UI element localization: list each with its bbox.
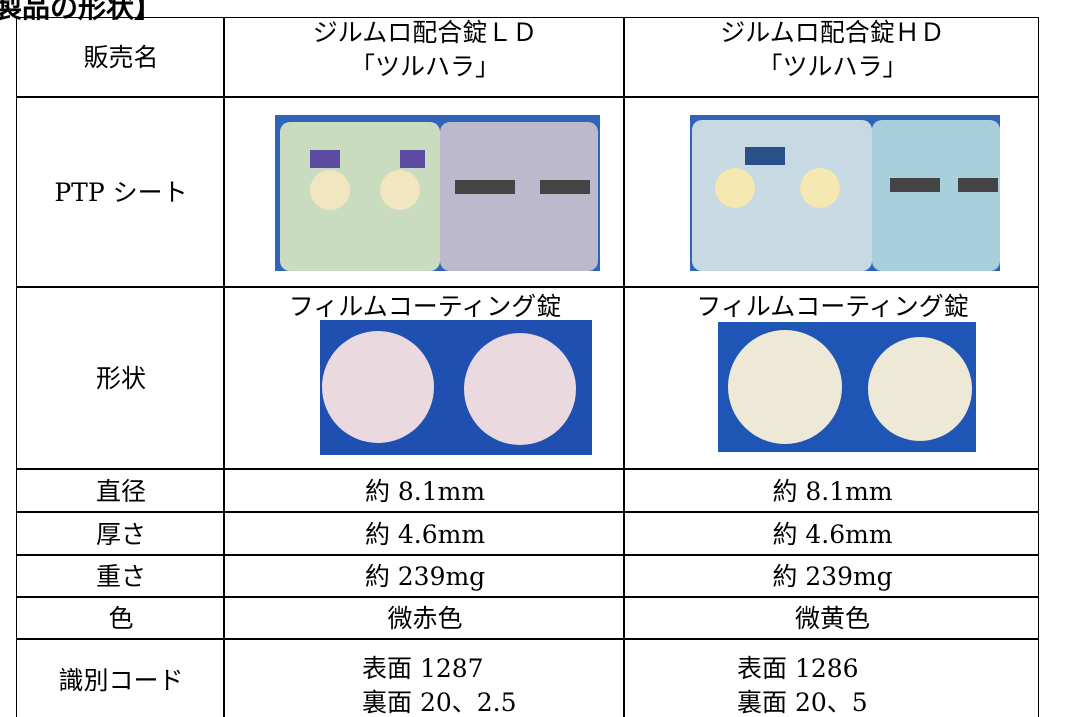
cell-text: 裏面 20、2.5 <box>362 688 517 717</box>
product-name: ジルムロ配合錠ＬＤ <box>312 18 538 47</box>
cell-text: 約 8.1mm <box>772 476 893 506</box>
table-cell <box>224 555 625 598</box>
ptp-ld-photo <box>275 115 600 271</box>
cell-text: 約 4.6mm <box>772 519 893 549</box>
table-cell <box>624 469 1040 513</box>
table-cell <box>224 639 625 717</box>
row-label: PTP シート <box>54 178 188 207</box>
cell-text: 表面 1286 <box>737 654 859 683</box>
table-cell <box>16 555 225 598</box>
table-cell <box>224 287 625 470</box>
row-label: 識別コード <box>58 666 184 695</box>
row-label: 厚さ <box>95 519 146 549</box>
table-cell <box>624 512 1040 556</box>
row-label: 直径 <box>95 476 146 506</box>
ptp-hd-photo <box>690 115 1000 271</box>
table-cell <box>16 97 225 288</box>
table-cell <box>16 512 225 556</box>
table-cell <box>16 287 225 470</box>
cell-text: 表面 1287 <box>362 654 484 683</box>
table-cell <box>16 597 225 640</box>
table-cell <box>224 469 625 513</box>
table-cell <box>16 17 225 98</box>
cell-text: 約 4.6mm <box>364 519 486 549</box>
product-name: ジルムロ配合錠ＨＤ <box>720 18 945 47</box>
cell-text: 約 8.1mm <box>364 476 486 506</box>
row-label: 色 <box>108 604 134 633</box>
tablet-hd-photo <box>718 322 976 452</box>
table-cell <box>624 555 1040 598</box>
table-cell <box>624 639 1040 717</box>
row-label: 形状 <box>95 364 146 393</box>
cell-text: フィルムコーティング錠 <box>696 292 969 321</box>
table-cell <box>224 512 625 556</box>
table-cell <box>624 97 1040 288</box>
cell-text: 微黄色 <box>794 604 870 633</box>
cell-text: 約 239mg <box>364 562 486 591</box>
table-cell <box>624 17 1040 98</box>
cell-text: フィルムコーティング錠 <box>288 292 562 321</box>
cell-text: 微赤色 <box>387 604 463 633</box>
product-name: 「ツルハラ」 <box>349 52 500 81</box>
table-cell <box>224 597 625 640</box>
cell-text: 約 239mg <box>772 562 893 591</box>
cell-text: 裏面 20、5 <box>737 688 868 717</box>
table-cell <box>624 597 1040 640</box>
product-name: 「ツルハラ」 <box>757 52 908 81</box>
table-cell <box>16 639 225 717</box>
tablet-ld-photo <box>320 320 592 455</box>
table-cell <box>224 17 625 98</box>
row-label: 重さ <box>95 562 146 591</box>
row-label: 販売名 <box>83 43 159 72</box>
heading: 製品の形状】 <box>0 0 163 24</box>
table-cell <box>624 287 1040 470</box>
table-cell <box>16 469 225 513</box>
table-cell <box>224 97 625 288</box>
